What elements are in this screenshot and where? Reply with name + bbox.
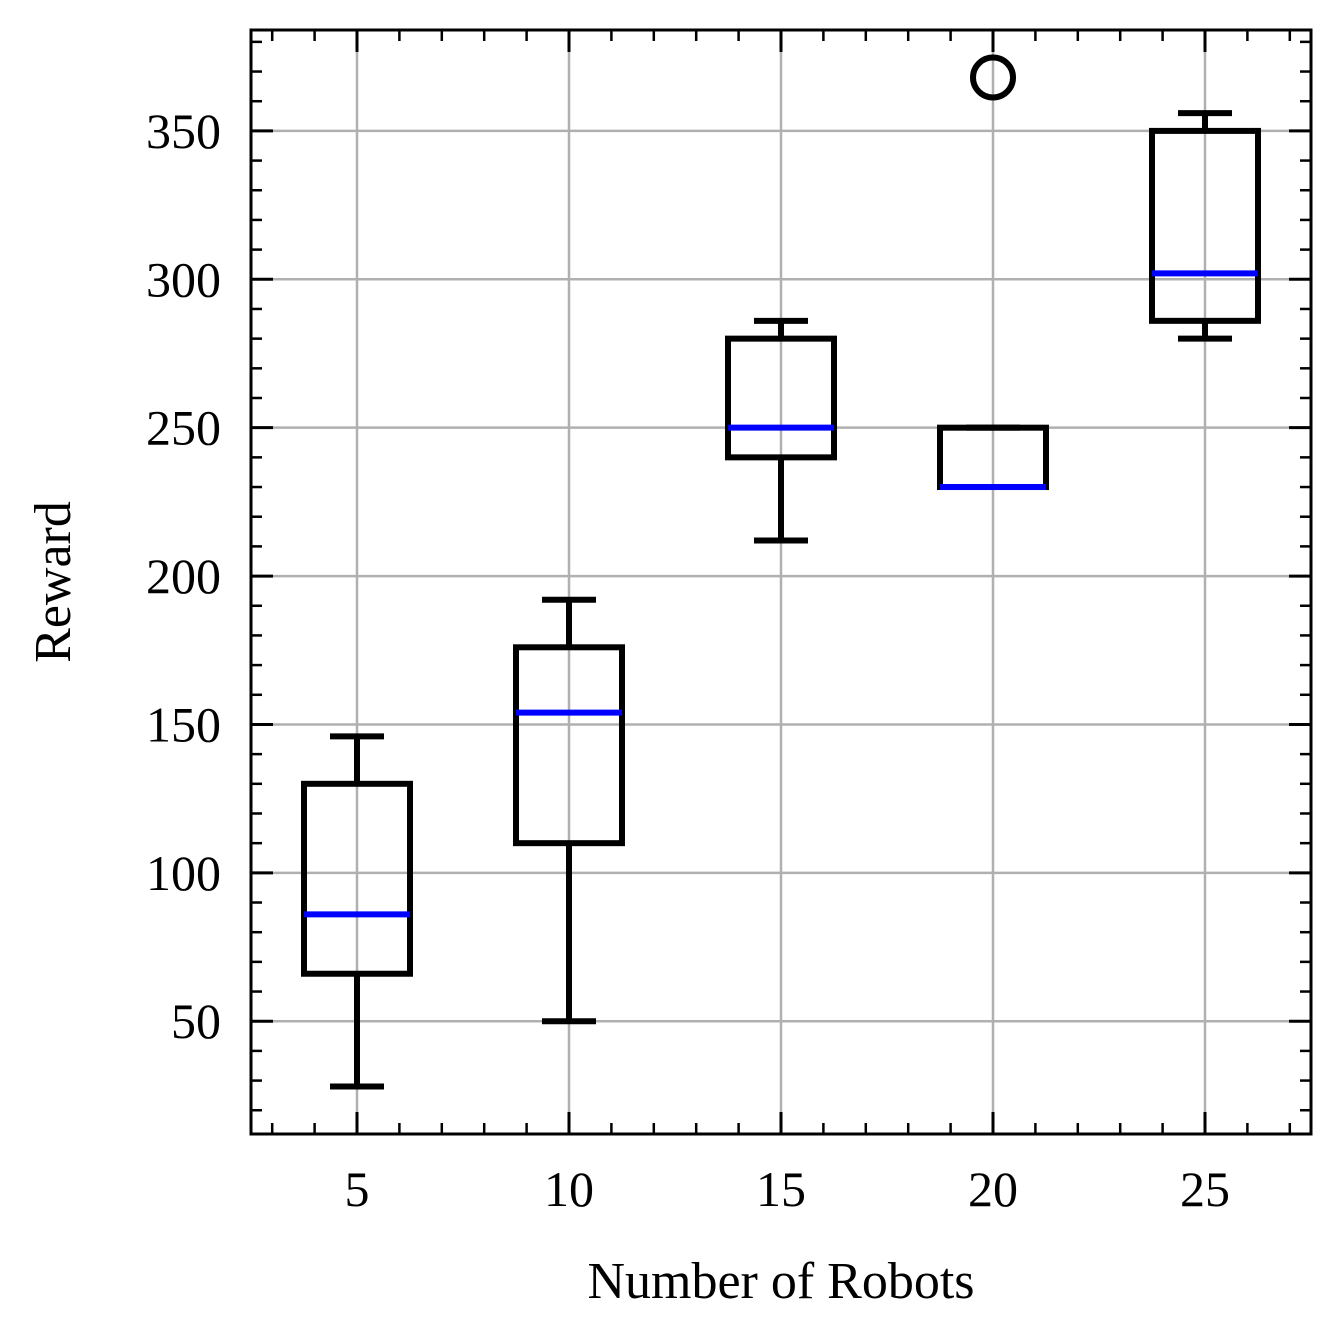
y-tick-label: 250 xyxy=(146,400,221,456)
x-tick-label: 10 xyxy=(544,1161,594,1217)
y-tick-label: 200 xyxy=(146,548,221,604)
grid-lines xyxy=(251,30,1311,1134)
y-tick-label: 300 xyxy=(146,251,221,307)
box-iqr xyxy=(513,644,625,847)
box-iqr xyxy=(1149,127,1261,324)
box-group xyxy=(1149,110,1261,342)
x-tick-labels: 5 10 15 20 25 xyxy=(345,1161,1231,1217)
x-tick-label: 25 xyxy=(1180,1161,1230,1217)
box-group xyxy=(513,596,625,1025)
y-tick-label: 100 xyxy=(146,845,221,901)
box-iqr xyxy=(301,780,413,977)
outlier-point xyxy=(970,54,1016,101)
y-tick-labels: 50 100 150 200 250 300 350 xyxy=(146,103,221,1049)
x-tick-label: 5 xyxy=(345,1161,370,1217)
x-axis-title: Number of Robots xyxy=(587,1253,974,1310)
box-group xyxy=(301,733,413,1090)
box-series xyxy=(301,54,1261,1090)
box-group xyxy=(725,317,837,544)
box-iqr xyxy=(725,335,837,461)
plot-frame xyxy=(249,28,1313,1136)
y-tick-label: 50 xyxy=(171,993,221,1049)
y-tick-label: 150 xyxy=(146,696,221,752)
y-axis-title: Reward xyxy=(25,501,82,663)
y-tick-label: 350 xyxy=(146,103,221,159)
x-tick-label: 20 xyxy=(968,1161,1018,1217)
x-tick-label: 15 xyxy=(756,1161,806,1217)
axis-ticks xyxy=(251,30,1311,1134)
box-group xyxy=(937,54,1049,491)
